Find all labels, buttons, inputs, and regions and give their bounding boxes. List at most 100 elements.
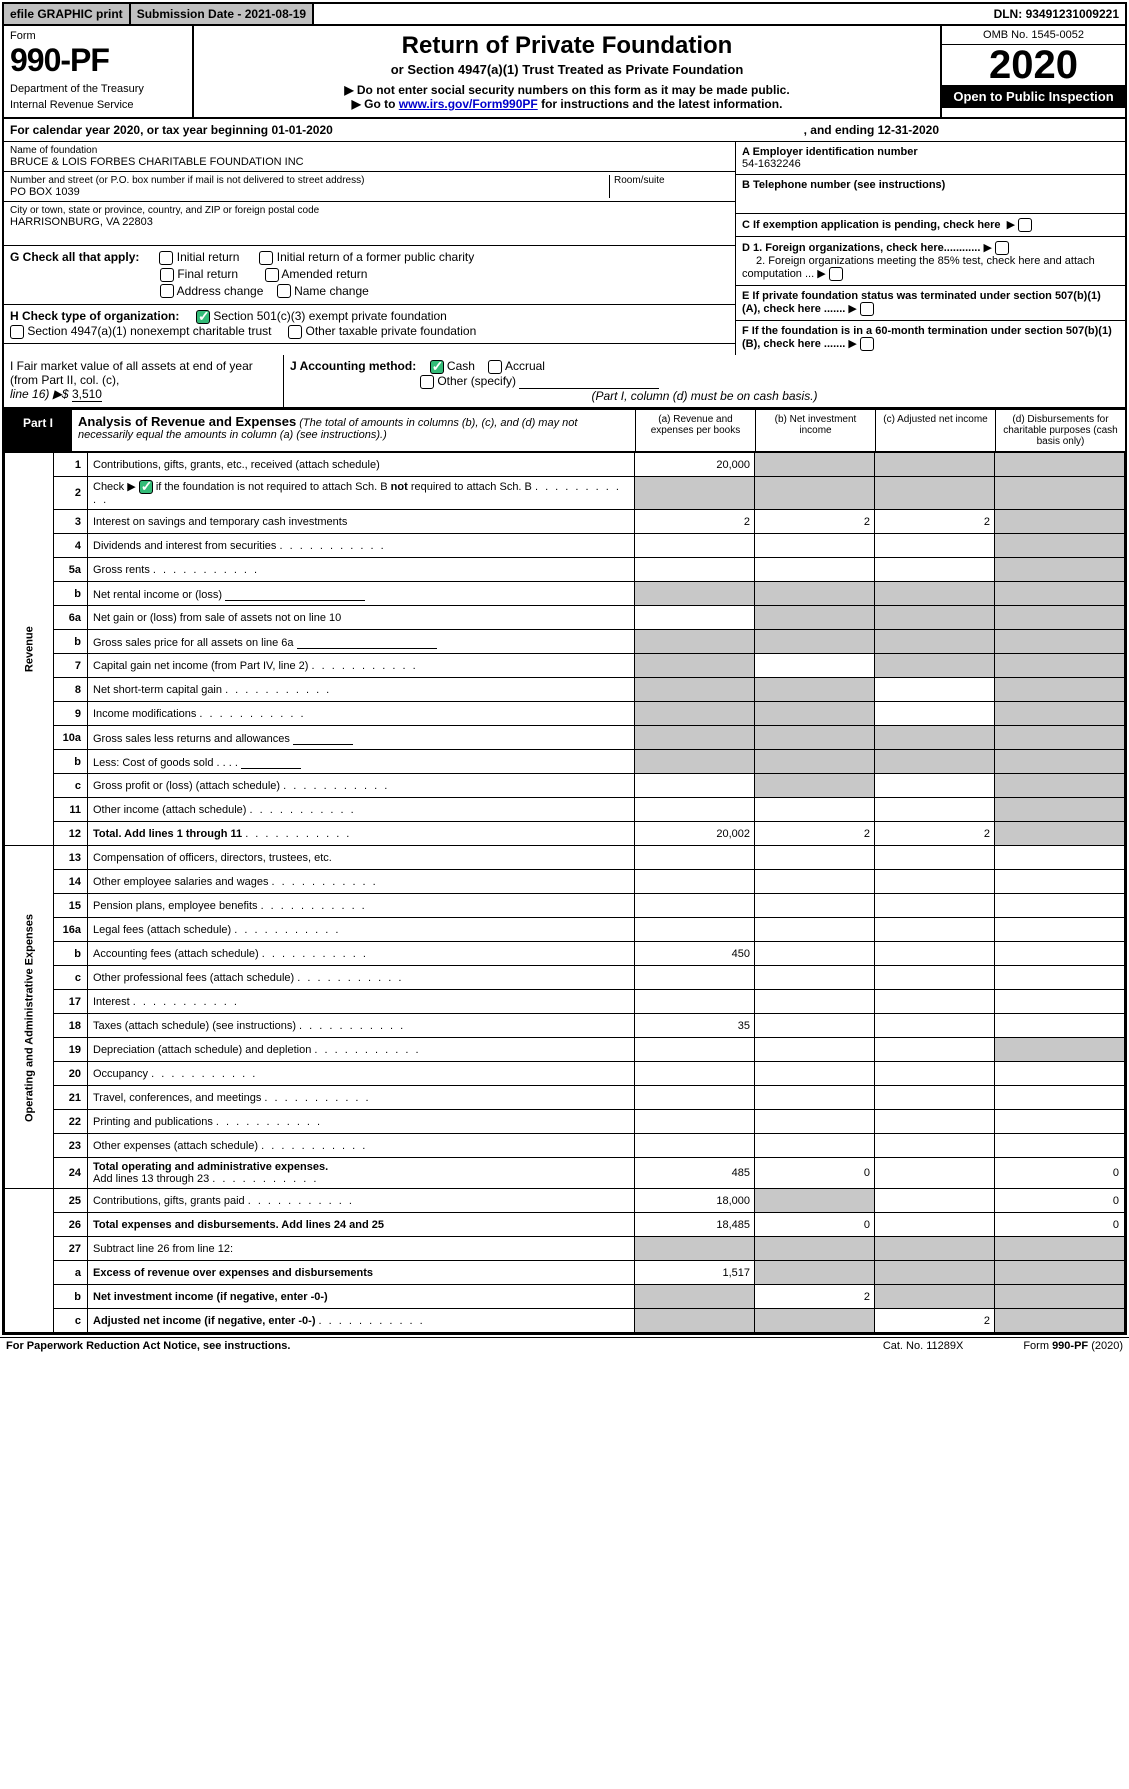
d-foreign: D 1. Foreign organizations, check here..… — [736, 237, 1125, 286]
ssn-note: ▶ Do not enter social security numbers o… — [204, 83, 930, 97]
d2-checkbox[interactable] — [829, 267, 843, 281]
form-title: Return of Private Foundation — [204, 32, 930, 60]
submission-date: Submission Date - 2021-08-19 — [131, 4, 314, 24]
line-24: 24Total operating and administrative exp… — [5, 1158, 1125, 1189]
section-h: H Check type of organization: Section 50… — [4, 305, 735, 344]
ein-block: A Employer identification number 54-1632… — [736, 142, 1125, 175]
line-11: 11Other income (attach schedule) — [5, 798, 1125, 822]
open-public: Open to Public Inspection — [942, 85, 1125, 108]
line-25: 25Contributions, gifts, grants paid 18,0… — [5, 1189, 1125, 1213]
revenue-label: Revenue — [5, 453, 54, 846]
line-7: 7Capital gain net income (from Part IV, … — [5, 654, 1125, 678]
final-return-checkbox[interactable] — [160, 268, 174, 282]
name-change-checkbox[interactable] — [277, 284, 291, 298]
line-2: 2 Check ▶ if the foundation is not requi… — [5, 477, 1125, 510]
col-a-header: (a) Revenue and expenses per books — [635, 410, 755, 451]
line-22: 22Printing and publications — [5, 1110, 1125, 1134]
line-18: 18Taxes (attach schedule) (see instructi… — [5, 1014, 1125, 1038]
other-method-checkbox[interactable] — [420, 375, 434, 389]
form-number: 990-PF — [10, 42, 186, 79]
irs-label: Internal Revenue Service — [10, 99, 186, 111]
city-state-zip: City or town, state or province, country… — [4, 202, 735, 246]
expenses-label: Operating and Administrative Expenses — [5, 846, 54, 1189]
501c3-checkbox[interactable] — [196, 310, 210, 324]
column-headers: (a) Revenue and expenses per books (b) N… — [635, 410, 1125, 451]
f-60month: F If the foundation is in a 60-month ter… — [736, 321, 1125, 355]
fmv-value: 3,510 — [72, 387, 102, 402]
line-5a: 5aGross rents — [5, 558, 1125, 582]
exemption-pending: C If exemption application is pending, c… — [736, 214, 1125, 237]
header-center: Return of Private Foundation or Section … — [194, 26, 940, 117]
paperwork-notice: For Paperwork Reduction Act Notice, see … — [6, 1340, 290, 1352]
4947a1-checkbox[interactable] — [10, 325, 24, 339]
form-header: Form 990-PF Department of the Treasury I… — [4, 26, 1125, 119]
dln: DLN: 93491231009221 — [988, 4, 1125, 24]
line-27: 27Subtract line 26 from line 12: — [5, 1237, 1125, 1261]
part-1-label: Part I — [4, 410, 72, 451]
form-label: Form — [10, 30, 186, 42]
line-1: Revenue 1 Contributions, gifts, grants, … — [5, 453, 1125, 477]
line-10b: bLess: Cost of goods sold . . . . — [5, 750, 1125, 774]
form-page: efile GRAPHIC print Submission Date - 20… — [2, 2, 1127, 1335]
f-checkbox[interactable] — [860, 337, 874, 351]
calendar-year-row: For calendar year 2020, or tax year begi… — [4, 119, 1125, 142]
fmv-accounting-row: I Fair market value of all assets at end… — [4, 355, 1125, 408]
url-note: ▶ Go to www.irs.gov/Form990PF for instru… — [204, 97, 930, 111]
street-address: Number and street (or P.O. box number if… — [4, 172, 735, 202]
line-21: 21Travel, conferences, and meetings — [5, 1086, 1125, 1110]
foundation-name: Name of foundation BRUCE & LOIS FORBES C… — [4, 142, 735, 172]
dept-treasury: Department of the Treasury — [10, 83, 186, 95]
part-1-desc: Analysis of Revenue and Expenses (The to… — [72, 410, 635, 451]
line-27b: bNet investment income (if negative, ent… — [5, 1285, 1125, 1309]
line-6b: bGross sales price for all assets on lin… — [5, 630, 1125, 654]
line-9: 9Income modifications — [5, 702, 1125, 726]
col-c-header: (c) Adjusted net income — [875, 410, 995, 451]
line-20: 20Occupancy — [5, 1062, 1125, 1086]
line-4: 4Dividends and interest from securities — [5, 534, 1125, 558]
initial-return-checkbox[interactable] — [159, 251, 173, 265]
line-10c: cGross profit or (loss) (attach schedule… — [5, 774, 1125, 798]
form-footer: Form 990-PF (2020) — [1023, 1340, 1123, 1352]
sch-b-checkbox[interactable] — [139, 480, 153, 494]
address-change-checkbox[interactable] — [160, 284, 174, 298]
e-checkbox[interactable] — [860, 302, 874, 316]
line-16b: bAccounting fees (attach schedule) 450 — [5, 942, 1125, 966]
cash-checkbox[interactable] — [430, 360, 444, 374]
efile-label: efile GRAPHIC print — [4, 4, 131, 24]
tax-year: 2020 — [942, 45, 1125, 85]
telephone-block: B Telephone number (see instructions) — [736, 175, 1125, 214]
line-5b: bNet rental income or (loss) — [5, 582, 1125, 606]
col-b-header: (b) Net investment income — [755, 410, 875, 451]
line-8: 8Net short-term capital gain — [5, 678, 1125, 702]
line-12: 12Total. Add lines 1 through 11 20,00222 — [5, 822, 1125, 846]
line-23: 23Other expenses (attach schedule) — [5, 1134, 1125, 1158]
irs-link[interactable]: www.irs.gov/Form990PF — [399, 97, 538, 111]
line-26: 26Total expenses and disbursements. Add … — [5, 1213, 1125, 1237]
line-27a: aExcess of revenue over expenses and dis… — [5, 1261, 1125, 1285]
line-6a: 6aNet gain or (loss) from sale of assets… — [5, 606, 1125, 630]
line-16a: 16aLegal fees (attach schedule) — [5, 918, 1125, 942]
cat-no: Cat. No. 11289X — [883, 1340, 964, 1352]
exemption-checkbox[interactable] — [1018, 218, 1032, 232]
header-left: Form 990-PF Department of the Treasury I… — [4, 26, 194, 117]
initial-former-checkbox[interactable] — [259, 251, 273, 265]
amended-return-checkbox[interactable] — [265, 268, 279, 282]
line-10a: 10aGross sales less returns and allowanc… — [5, 726, 1125, 750]
line-3: 3 Interest on savings and temporary cash… — [5, 510, 1125, 534]
line-16c: cOther professional fees (attach schedul… — [5, 966, 1125, 990]
line-27c: cAdjusted net income (if negative, enter… — [5, 1309, 1125, 1333]
d1-checkbox[interactable] — [995, 241, 1009, 255]
line-19: 19Depreciation (attach schedule) and dep… — [5, 1038, 1125, 1062]
part-1-table: Revenue 1 Contributions, gifts, grants, … — [4, 452, 1125, 1333]
col-d-header: (d) Disbursements for charitable purpose… — [995, 410, 1125, 451]
identification-block: Name of foundation BRUCE & LOIS FORBES C… — [4, 142, 1125, 355]
line-13: Operating and Administrative Expenses 13… — [5, 846, 1125, 870]
section-g: G Check all that apply: Initial return I… — [4, 246, 735, 305]
other-taxable-checkbox[interactable] — [288, 325, 302, 339]
form-subtitle: or Section 4947(a)(1) Trust Treated as P… — [204, 62, 930, 77]
header-right: OMB No. 1545-0052 2020 Open to Public In… — [940, 26, 1125, 117]
line-14: 14Other employee salaries and wages — [5, 870, 1125, 894]
top-bar: efile GRAPHIC print Submission Date - 20… — [4, 4, 1125, 26]
e-terminated: E If private foundation status was termi… — [736, 286, 1125, 321]
accrual-checkbox[interactable] — [488, 360, 502, 374]
